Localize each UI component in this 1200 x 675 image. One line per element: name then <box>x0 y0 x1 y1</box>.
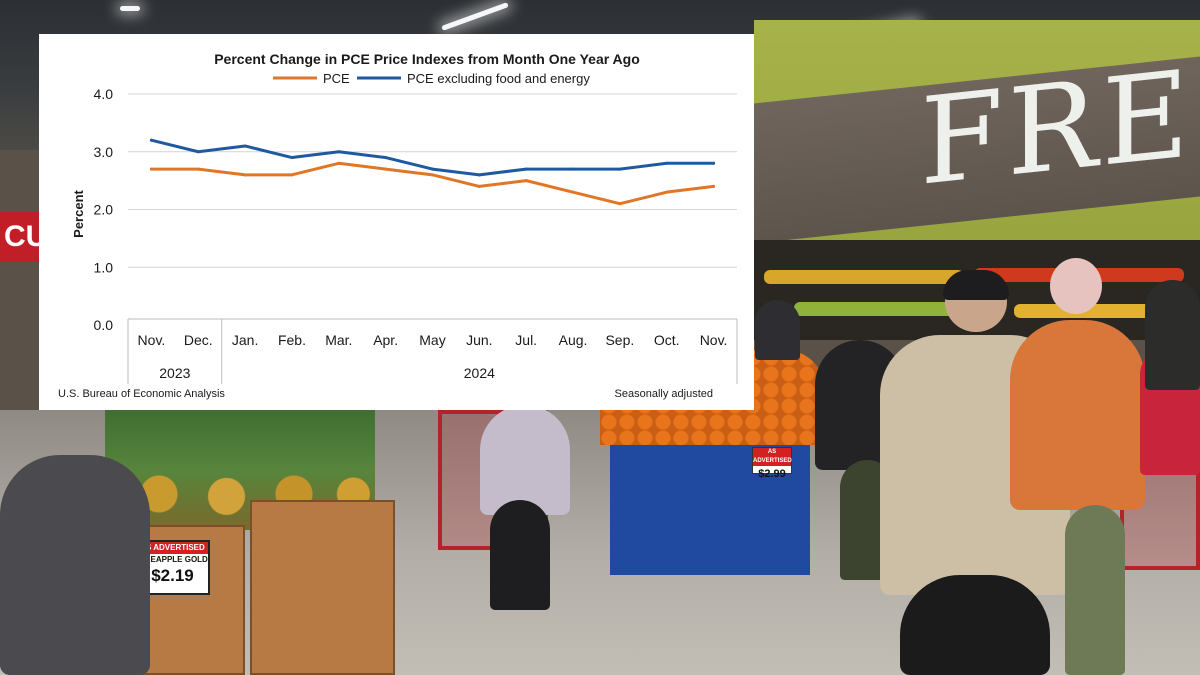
source-note: U.S. Bureau of Economic Analysis <box>58 388 225 400</box>
data-point <box>665 190 669 194</box>
produce-row <box>794 302 964 316</box>
person <box>1010 320 1145 510</box>
x-tick-label: Mar. <box>325 332 352 348</box>
data-point <box>712 161 716 165</box>
data-point <box>477 173 481 177</box>
price-tag-price: $2.99 <box>758 468 786 480</box>
person <box>490 500 550 610</box>
x-tick-label: Jul. <box>515 332 537 348</box>
year-label: 2023 <box>159 365 190 381</box>
price-tag-name: PINEAPPLE GOLD <box>137 555 208 564</box>
data-point <box>149 138 153 142</box>
y-tick-label: 0.0 <box>94 317 114 333</box>
data-point <box>431 173 434 177</box>
cap <box>943 270 1009 300</box>
price-tag-ribbon: AS ADVERTISED <box>137 542 208 554</box>
data-point <box>477 184 481 188</box>
data-point <box>571 190 575 194</box>
chart-panel: Percent Change in PCE Price Indexes from… <box>39 34 754 410</box>
x-tick-label: Jun. <box>466 332 492 348</box>
x-tick-label: Dec. <box>184 332 213 348</box>
pce-line-chart: Percent Change in PCE Price Indexes from… <box>58 51 738 400</box>
data-point <box>149 167 153 171</box>
data-point <box>337 161 341 165</box>
person <box>480 405 570 515</box>
x-axis: Nov. Dec. Jan. Feb. Mar. Apr. May Jun. Jul. Aug. S… <box>127 318 738 384</box>
gridlines <box>128 93 737 268</box>
data-point <box>384 167 388 171</box>
produce-row <box>1014 304 1184 318</box>
beanie <box>1050 258 1102 314</box>
x-tick-label: Jan. <box>232 332 258 348</box>
data-point <box>384 156 388 160</box>
data-point <box>571 167 575 171</box>
data-point <box>196 167 200 171</box>
data-point <box>290 156 294 160</box>
data-point <box>431 167 434 171</box>
data-point <box>243 173 247 177</box>
data-point <box>290 173 294 177</box>
data-point <box>618 167 622 171</box>
seasonal-note: Seasonally adjusted <box>615 388 713 400</box>
data-point <box>618 202 622 206</box>
y-axis-title: Percent <box>71 189 86 237</box>
legend-label-pce-core: PCE excluding food and energy <box>407 71 590 86</box>
data-point <box>665 161 669 165</box>
produce-row <box>764 270 964 284</box>
y-tick-label: 1.0 <box>94 259 114 275</box>
x-tick-label: Sep. <box>605 332 634 348</box>
year-label: 2024 <box>464 365 495 381</box>
person <box>1065 505 1125 675</box>
price-tag-ribbon: AS ADVERTISED <box>753 448 792 466</box>
y-tick-label: 3.0 <box>94 144 114 160</box>
person <box>0 455 150 675</box>
data-point <box>524 179 528 183</box>
data-point <box>524 167 528 171</box>
legend-label-pce: PCE <box>323 71 350 86</box>
series-lines <box>149 138 716 206</box>
chart-title: Percent Change in PCE Price Indexes from… <box>214 51 640 67</box>
price-tag-price: $2.19 <box>151 566 194 585</box>
data-point <box>712 184 716 188</box>
y-tick-label: 2.0 <box>94 202 114 218</box>
data-point <box>196 150 200 154</box>
x-tick-label: Oct. <box>654 332 680 348</box>
data-point <box>243 144 247 148</box>
ceiling-light <box>120 6 140 11</box>
x-tick-label: Apr. <box>373 332 398 348</box>
x-tick-label: Feb. <box>278 332 306 348</box>
person <box>755 300 800 360</box>
person <box>900 575 1050 675</box>
x-tick-label: May <box>419 332 445 348</box>
x-tick-label: Aug. <box>559 332 588 348</box>
left-sign: CU <box>0 212 45 262</box>
x-tick-label: Nov. <box>700 332 728 348</box>
data-point <box>337 150 341 154</box>
crate <box>250 500 395 675</box>
y-tick-label: 4.0 <box>94 86 114 102</box>
legend: PCE PCE excluding food and energy <box>273 71 590 86</box>
y-axis-ticks: 0.0 1.0 2.0 3.0 4.0 <box>94 86 114 333</box>
person <box>1145 280 1200 390</box>
x-tick-label: Nov. <box>138 332 166 348</box>
orange-price-tag: AS ADVERTISED $2.99 <box>752 447 792 480</box>
